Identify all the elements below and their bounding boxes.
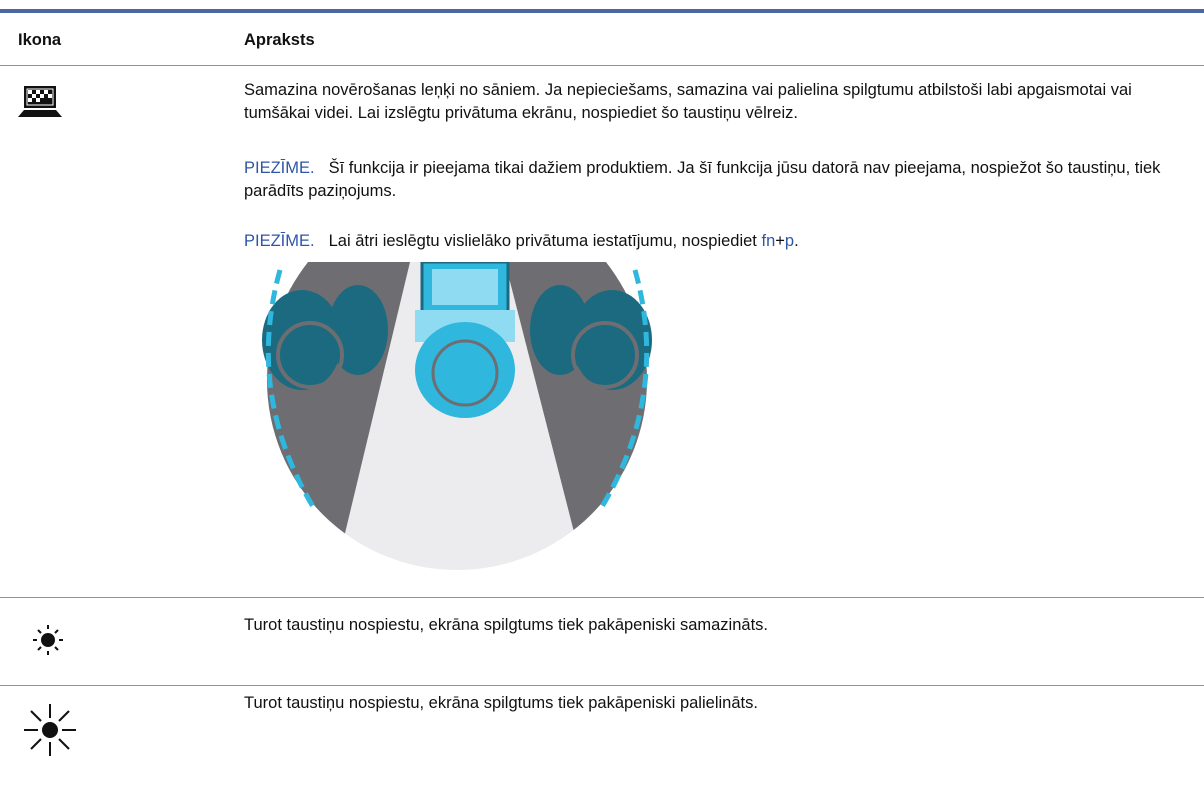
description: Turot taustiņu nospiestu, ekrāna spilgtu… bbox=[244, 694, 758, 712]
key: fn bbox=[761, 232, 776, 250]
brightness-down-icon bbox=[33, 625, 63, 655]
privacy-icon bbox=[18, 86, 62, 117]
row-rule bbox=[0, 65, 1204, 66]
description: Turot taustiņu nospiestu, ekrāna spilgtu… bbox=[244, 616, 768, 634]
top-bar bbox=[0, 9, 1204, 13]
description: Samazina novērošanas leņķi no sāniem. Ja… bbox=[244, 81, 1132, 122]
key: p bbox=[784, 232, 795, 250]
note: PIEZĪME. Šī funkcija ir pieejama tikai da… bbox=[244, 157, 1189, 203]
period: . bbox=[794, 232, 799, 250]
brightness-up-icon bbox=[24, 704, 76, 756]
header-description: Apraksts bbox=[244, 31, 315, 49]
note-label: PIEZĪME. bbox=[244, 232, 315, 250]
note-text: Lai ātri ieslēgtu vislielāko privātuma i… bbox=[328, 232, 762, 250]
header-icon: Ikona bbox=[18, 31, 62, 49]
plus: + bbox=[775, 232, 785, 250]
row-rule bbox=[0, 685, 1204, 686]
privacy-illustration bbox=[262, 262, 652, 570]
note: PIEZĪME. Lai ātri ieslēgtu vislielāko pri… bbox=[244, 230, 1189, 253]
note-text: Šī funkcija ir pieejama tikai dažiem pro… bbox=[244, 159, 1161, 200]
note-label: PIEZĪME. bbox=[244, 159, 315, 177]
row-rule bbox=[0, 597, 1204, 598]
